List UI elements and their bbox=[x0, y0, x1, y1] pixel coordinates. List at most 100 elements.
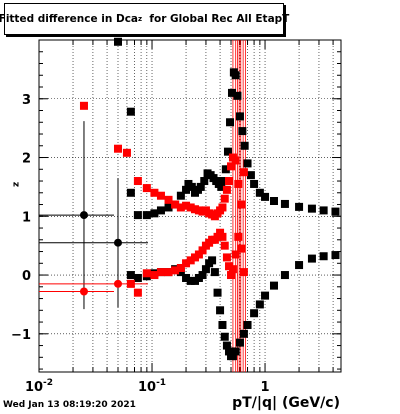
data-point-circle bbox=[79, 211, 88, 220]
data-point-square bbox=[269, 281, 278, 290]
data-point-square bbox=[235, 338, 244, 347]
data-point-square bbox=[198, 246, 207, 255]
data-point-square bbox=[220, 194, 229, 203]
data-point-square bbox=[171, 266, 180, 275]
data-point-square bbox=[228, 352, 237, 361]
data-point-square bbox=[182, 201, 191, 210]
data-point-square bbox=[218, 320, 227, 329]
data-point-square bbox=[239, 168, 248, 177]
data-point-square bbox=[225, 177, 234, 186]
data-point-square bbox=[126, 271, 135, 280]
data-point-square bbox=[176, 263, 185, 272]
data-point-square bbox=[200, 177, 209, 186]
data-point-square bbox=[255, 300, 264, 309]
data-point-square bbox=[218, 203, 227, 212]
data-point-square bbox=[295, 261, 304, 270]
data-point-square bbox=[250, 179, 259, 188]
chart-title-sub: z bbox=[138, 15, 143, 23]
data-point-square bbox=[133, 288, 142, 297]
data-point-square bbox=[164, 195, 173, 204]
data-point-square bbox=[182, 259, 191, 268]
data-point-square bbox=[113, 144, 122, 153]
data-point-square bbox=[331, 251, 340, 260]
data-point-square bbox=[122, 148, 131, 157]
data-point-square bbox=[196, 182, 205, 191]
data-point-square bbox=[210, 268, 219, 277]
data-point-square bbox=[186, 276, 195, 285]
data-point-square bbox=[186, 256, 195, 265]
data-point-circle bbox=[113, 238, 122, 247]
data-point-square bbox=[126, 188, 135, 197]
data-point-square bbox=[261, 291, 270, 300]
data-point-square bbox=[176, 191, 185, 200]
data-point-square bbox=[218, 232, 227, 241]
y-tick-label: −1 bbox=[11, 328, 31, 343]
data-point-square bbox=[142, 184, 151, 193]
data-point-square bbox=[187, 182, 196, 191]
x-tick-label: 1 bbox=[261, 380, 270, 395]
data-point-square bbox=[176, 203, 185, 212]
y-tick-label: 1 bbox=[22, 210, 31, 225]
data-point-square bbox=[133, 211, 142, 220]
data-point-square bbox=[250, 309, 259, 318]
data-point-square bbox=[243, 320, 252, 329]
data-point-square bbox=[213, 232, 222, 241]
data-point-square bbox=[220, 332, 229, 341]
data-point-square bbox=[142, 211, 151, 220]
chart-title-main: Fitted difference in Dca bbox=[0, 13, 139, 25]
data-point-square bbox=[216, 306, 225, 315]
data-point-square bbox=[221, 165, 230, 174]
data-point-square bbox=[133, 273, 142, 282]
data-point-square bbox=[156, 268, 165, 277]
data-point-square bbox=[231, 156, 240, 165]
data-point-square bbox=[208, 256, 217, 265]
data-point-square bbox=[194, 250, 203, 259]
data-point-square bbox=[295, 202, 304, 211]
data-point-square bbox=[201, 265, 210, 274]
data-point-circle bbox=[113, 279, 122, 288]
data-point-square bbox=[182, 273, 191, 282]
date-stamp: Wed Jan 13 08:19:20 2021 bbox=[3, 400, 136, 410]
data-point-square bbox=[319, 206, 328, 215]
data-point-square bbox=[269, 197, 278, 206]
data-point-square bbox=[176, 268, 185, 277]
y-tick-label: 0 bbox=[22, 269, 31, 284]
data-point-square bbox=[213, 288, 222, 297]
data-point-circle bbox=[79, 287, 88, 296]
data-point-square bbox=[280, 271, 289, 280]
data-point-square bbox=[246, 171, 255, 180]
data-point-square bbox=[216, 228, 225, 237]
data-point-square bbox=[126, 107, 135, 116]
data-point-square bbox=[164, 268, 173, 277]
data-point-square bbox=[319, 252, 328, 261]
y-tick-label: 2 bbox=[22, 152, 31, 167]
data-point-square bbox=[228, 265, 237, 274]
data-point-square bbox=[142, 269, 151, 278]
data-point-square bbox=[231, 71, 240, 80]
data-point-square bbox=[79, 101, 88, 110]
data-point-square bbox=[243, 159, 252, 168]
data-point-square bbox=[222, 253, 231, 262]
data-point-square bbox=[227, 162, 236, 171]
data-point-square bbox=[223, 147, 232, 156]
data-point-square bbox=[227, 271, 236, 280]
data-point-square bbox=[113, 37, 122, 46]
data-point-square bbox=[231, 250, 240, 259]
data-point-square bbox=[280, 199, 289, 208]
data-point-square bbox=[237, 200, 246, 209]
data-point-square bbox=[235, 112, 244, 121]
data-point-square bbox=[171, 200, 180, 209]
data-point-square bbox=[217, 182, 226, 191]
data-point-square bbox=[233, 91, 242, 100]
data-point-square bbox=[164, 203, 173, 212]
data-point-square bbox=[226, 118, 235, 127]
data-point-square bbox=[198, 271, 207, 280]
data-point-square bbox=[220, 241, 229, 250]
data-point-square bbox=[331, 207, 340, 216]
data-point-square bbox=[182, 185, 191, 194]
data-point-square bbox=[150, 209, 159, 218]
data-point-square bbox=[186, 203, 195, 212]
data-point-square bbox=[234, 232, 243, 241]
data-point-square bbox=[261, 192, 270, 201]
